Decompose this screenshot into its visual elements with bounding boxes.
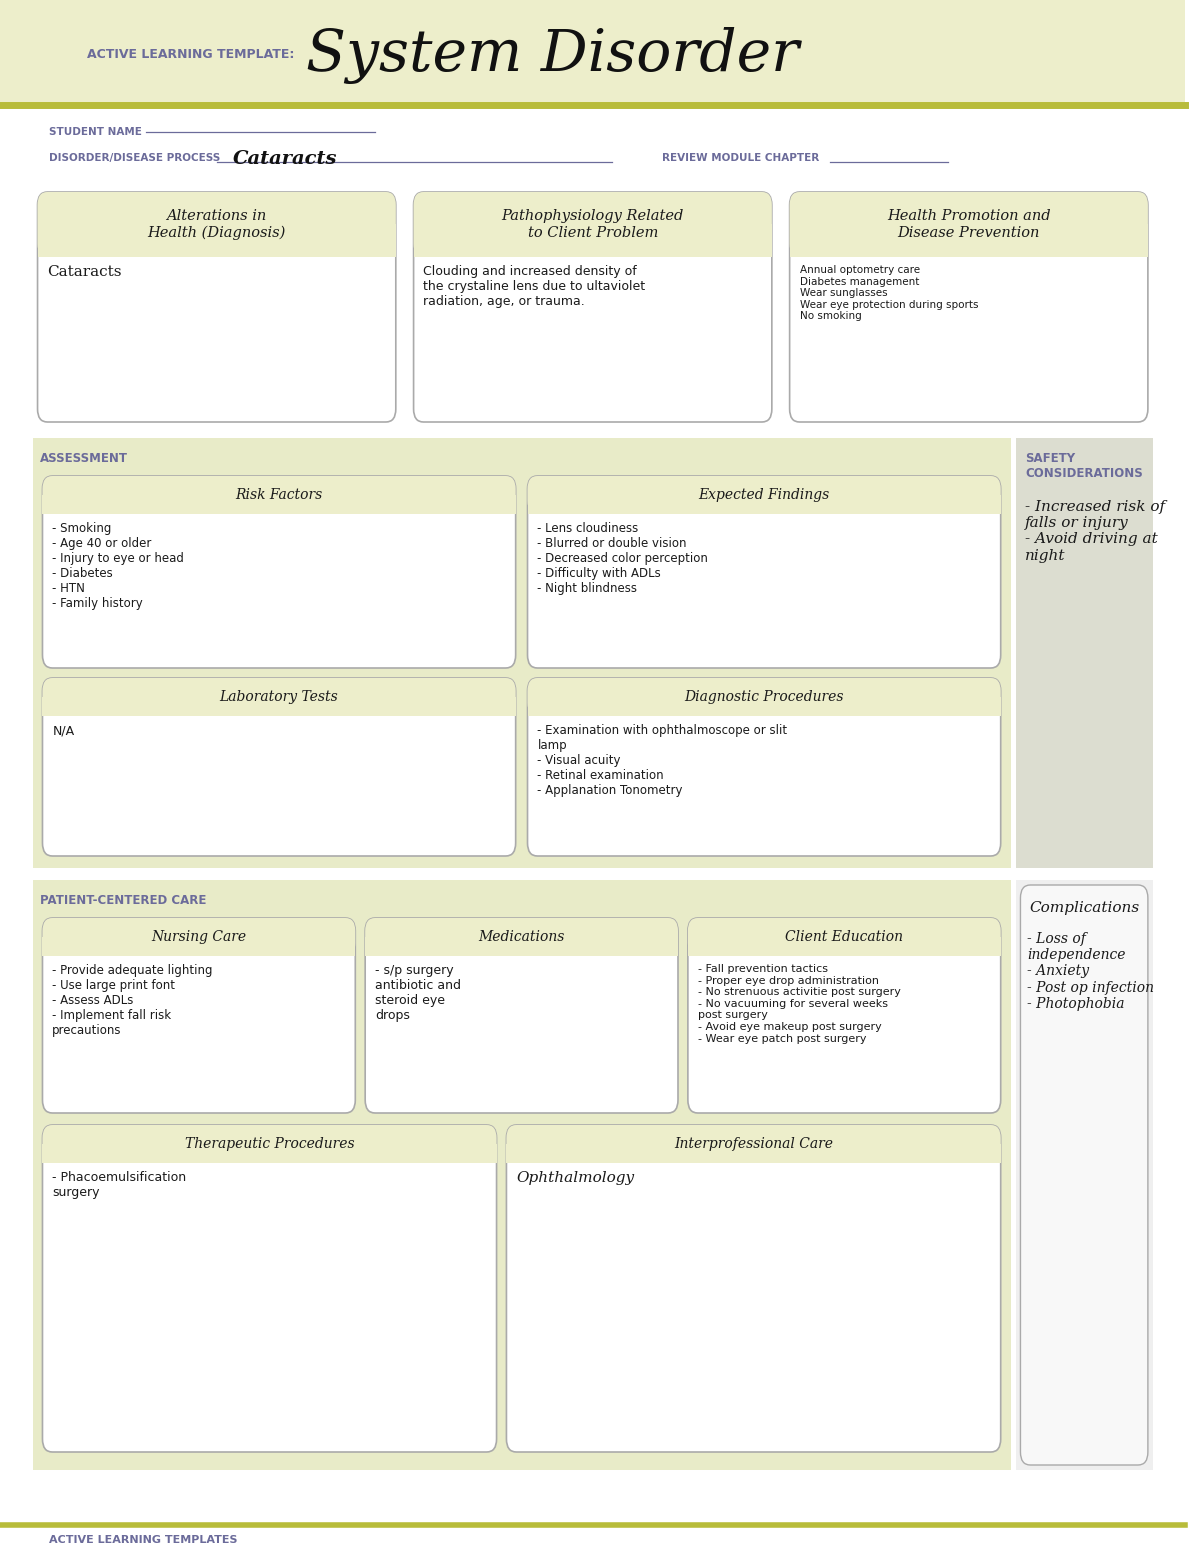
Bar (1015, 438, 1153, 868)
Bar (32, 438, 1010, 868)
Bar (790, 224, 1148, 256)
Text: Complications: Complications (1030, 901, 1139, 915)
Text: Cataracts: Cataracts (233, 151, 337, 168)
Text: Cataracts: Cataracts (48, 266, 122, 280)
Text: Therapeutic Procedures: Therapeutic Procedures (185, 1137, 354, 1151)
FancyBboxPatch shape (42, 477, 516, 668)
FancyBboxPatch shape (414, 193, 772, 422)
Text: Pathophysiology Related
to Client Problem: Pathophysiology Related to Client Proble… (502, 210, 684, 239)
FancyBboxPatch shape (414, 193, 772, 256)
Text: Ophthalmology: Ophthalmology (516, 1171, 635, 1185)
Text: ACTIVE LEARNING TEMPLATE:: ACTIVE LEARNING TEMPLATE: (86, 48, 294, 62)
FancyBboxPatch shape (528, 477, 1001, 514)
Text: Clouding and increased density of
the crystaline lens due to ultaviolet
radiatio: Clouding and increased density of the cr… (424, 266, 646, 307)
FancyBboxPatch shape (42, 1124, 497, 1452)
Text: Annual optometry care
Diabetes management
Wear sunglasses
Wear eye protection du: Annual optometry care Diabetes managemen… (799, 266, 978, 321)
FancyBboxPatch shape (365, 918, 678, 957)
Text: - Fall prevention tactics
- Proper eye drop administration
- No strenuous activi: - Fall prevention tactics - Proper eye d… (697, 964, 901, 1044)
FancyBboxPatch shape (37, 193, 396, 422)
Text: STUDENT NAME: STUDENT NAME (49, 127, 143, 137)
FancyBboxPatch shape (688, 918, 1001, 957)
Bar (365, 936, 678, 957)
Text: - Smoking
- Age 40 or older
- Injury to eye or head
- Diabetes
- HTN
- Family hi: - Smoking - Age 40 or older - Injury to … (53, 522, 185, 610)
FancyBboxPatch shape (528, 477, 1001, 668)
FancyBboxPatch shape (528, 679, 1001, 716)
FancyBboxPatch shape (365, 918, 678, 1114)
Text: Nursing Care: Nursing Care (151, 930, 246, 944)
FancyBboxPatch shape (42, 918, 355, 1114)
Text: - Loss of
independence
- Anxiety
- Post op infection
- Photophobia: - Loss of independence - Anxiety - Post … (1027, 932, 1154, 1011)
FancyBboxPatch shape (528, 679, 1001, 856)
Text: Expected Findings: Expected Findings (698, 488, 829, 502)
Bar (37, 224, 396, 256)
Bar (414, 224, 772, 256)
Text: REVIEW MODULE CHAPTER: REVIEW MODULE CHAPTER (662, 154, 820, 163)
FancyBboxPatch shape (790, 193, 1148, 422)
Bar (42, 495, 516, 514)
Bar (1015, 881, 1153, 1471)
Bar (32, 881, 1010, 1471)
Text: Health Promotion and
Disease Prevention: Health Promotion and Disease Prevention (887, 210, 1050, 239)
FancyBboxPatch shape (42, 679, 516, 716)
Text: DISORDER/DISEASE PROCESS: DISORDER/DISEASE PROCESS (49, 154, 221, 163)
Bar (506, 1145, 1001, 1163)
Bar (528, 495, 1001, 514)
Bar (42, 697, 516, 716)
Text: PATIENT-CENTERED CARE: PATIENT-CENTERED CARE (40, 895, 206, 907)
FancyBboxPatch shape (506, 1124, 1001, 1452)
FancyBboxPatch shape (506, 1124, 1001, 1163)
Text: Alterations in
Health (Diagnosis): Alterations in Health (Diagnosis) (148, 210, 286, 239)
Text: ACTIVE LEARNING TEMPLATES: ACTIVE LEARNING TEMPLATES (49, 1534, 238, 1545)
Text: Diagnostic Procedures: Diagnostic Procedures (684, 690, 844, 704)
Bar (42, 936, 355, 957)
Text: Laboratory Tests: Laboratory Tests (220, 690, 338, 704)
Bar (42, 1145, 497, 1163)
Text: Risk Factors: Risk Factors (235, 488, 323, 502)
Text: - Increased risk of
falls or injury
- Avoid driving at
night: - Increased risk of falls or injury - Av… (1025, 500, 1165, 562)
Bar (688, 936, 1001, 957)
Text: System Disorder: System Disorder (306, 26, 799, 84)
FancyBboxPatch shape (42, 477, 516, 514)
FancyBboxPatch shape (42, 1124, 497, 1163)
Text: Client Education: Client Education (785, 930, 904, 944)
Text: - Lens cloudiness
- Blurred or double vision
- Decreased color perception
- Diff: - Lens cloudiness - Blurred or double vi… (538, 522, 708, 595)
FancyBboxPatch shape (790, 193, 1148, 256)
Text: Interprofessional Care: Interprofessional Care (674, 1137, 833, 1151)
Bar (528, 697, 1001, 716)
FancyBboxPatch shape (1020, 885, 1148, 1464)
Text: N/A: N/A (53, 724, 74, 738)
Text: - Phacoemulsification
surgery: - Phacoemulsification surgery (53, 1171, 186, 1199)
FancyBboxPatch shape (42, 679, 516, 856)
Bar (0, 0, 1186, 106)
Text: - s/p surgery
antibiotic and
steroid eye
drops: - s/p surgery antibiotic and steroid eye… (376, 964, 461, 1022)
Text: ASSESSMENT: ASSESSMENT (40, 452, 127, 464)
FancyBboxPatch shape (37, 193, 396, 256)
Text: SAFETY
CONSIDERATIONS: SAFETY CONSIDERATIONS (1025, 452, 1144, 480)
FancyBboxPatch shape (688, 918, 1001, 1114)
Text: Medications: Medications (479, 930, 565, 944)
Text: - Examination with ophthalmoscope or slit
lamp
- Visual acuity
- Retinal examina: - Examination with ophthalmoscope or sli… (538, 724, 787, 797)
FancyBboxPatch shape (42, 918, 355, 957)
Text: - Provide adequate lighting
- Use large print font
- Assess ADLs
- Implement fal: - Provide adequate lighting - Use large … (53, 964, 212, 1037)
